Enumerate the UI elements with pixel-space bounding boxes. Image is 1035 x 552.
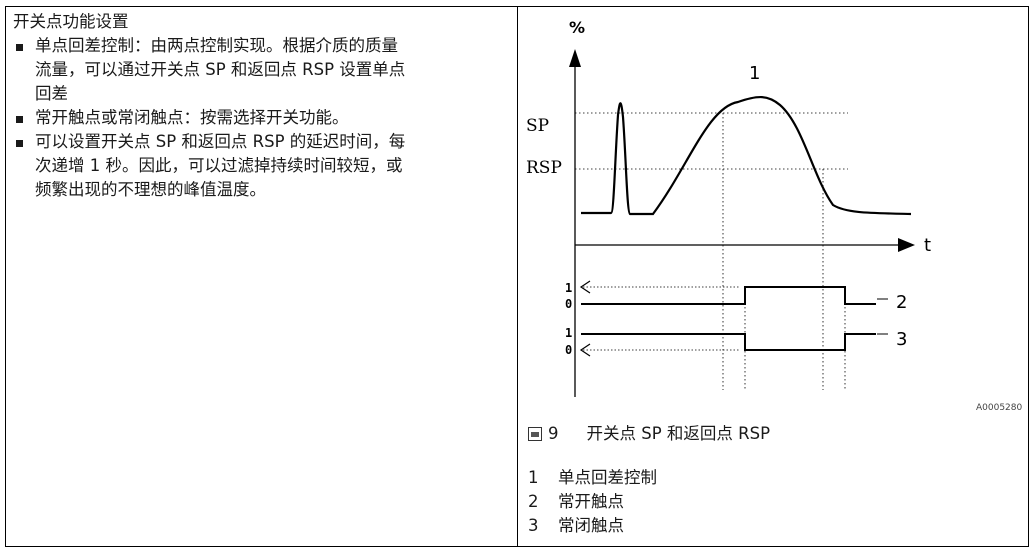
trace2-low-label: 0 <box>565 297 572 311</box>
sp-label: SP <box>526 116 549 136</box>
bullet-square-icon <box>16 140 23 147</box>
list-item: 常开触点或常闭触点：按需选择开关功能。 <box>13 106 513 130</box>
trace3-arrow <box>579 343 591 357</box>
curve-callout: 1 <box>749 63 760 84</box>
left-column: 开关点功能设置 单点回差控制：由两点控制实现。根据介质的质量 流量，可以通过开关… <box>13 10 513 202</box>
legend-item: 1 单点回差控制 <box>528 466 657 490</box>
list-item-line: 单点回差控制：由两点控制实现。根据介质的质量 <box>35 36 398 55</box>
bullet-square-icon <box>16 116 23 123</box>
trace2-callout: 2 <box>896 292 907 313</box>
list-item-line: 频繁出现的不理想的峰值温度。 <box>35 180 266 199</box>
trace2-arrow <box>579 280 591 294</box>
legend-key: 3 <box>528 516 539 535</box>
x-axis-label: t <box>924 235 931 256</box>
trace3-low-label: 0 <box>565 343 572 357</box>
list-item: 可以设置开关点 SP 和返回点 RSP 的延迟时间，每 次递增 1 秒。因此，可… <box>13 130 513 202</box>
trace3-signal <box>581 333 876 351</box>
figure-caption-text: 开关点 SP 和返回点 RSP <box>586 424 771 443</box>
figure-caption: 9 开关点 SP 和返回点 RSP <box>528 422 770 446</box>
list-item-line: 流量，可以通过开关点 SP 和返回点 RSP 设置单点 <box>35 60 406 79</box>
figure-icon <box>528 427 542 441</box>
x-axis <box>575 238 915 252</box>
legend-item: 2 常开触点 <box>528 490 657 514</box>
legend-key: 2 <box>528 492 539 511</box>
rsp-label: RSP <box>526 158 562 178</box>
trace3-high-label: 1 <box>565 326 572 340</box>
list-item-line: 常开触点或常闭触点：按需选择开关功能。 <box>35 108 349 127</box>
legend-item: 3 常闭触点 <box>528 514 657 538</box>
bullet-list: 单点回差控制：由两点控制实现。根据介质的质量 流量，可以通过开关点 SP 和返回… <box>13 34 513 202</box>
bullet-square-icon <box>16 44 23 51</box>
switch-point-diagram: % t SP RSP 1 1 0 2 1 0 <box>518 7 1028 419</box>
trace3-callout: 3 <box>896 329 907 350</box>
list-item-line: 次递增 1 秒。因此，可以过滤掉持续时间较短，或 <box>35 156 403 175</box>
list-item-line: 回差 <box>35 84 68 103</box>
figure-reference-code: A0005280 <box>976 403 1023 413</box>
legend-text: 常开触点 <box>558 492 624 511</box>
section-heading: 开关点功能设置 <box>13 12 129 31</box>
trace2-high-label: 1 <box>565 281 572 295</box>
y-axis <box>569 49 581 397</box>
legend-key: 1 <box>528 468 539 487</box>
figure-number: 9 <box>548 424 559 443</box>
legend-text: 单点回差控制 <box>558 468 657 487</box>
legend-text: 常闭触点 <box>558 516 624 535</box>
list-item: 单点回差控制：由两点控制实现。根据介质的质量 流量，可以通过开关点 SP 和返回… <box>13 34 513 106</box>
y-axis-label: % <box>569 18 585 37</box>
list-item-line: 可以设置开关点 SP 和返回点 RSP 的延迟时间，每 <box>35 132 406 151</box>
measured-value-curve <box>581 96 912 216</box>
trace2-signal <box>581 286 876 305</box>
column-divider <box>517 6 518 547</box>
figure-legend: 1 单点回差控制 2 常开触点 3 常闭触点 <box>528 466 657 538</box>
